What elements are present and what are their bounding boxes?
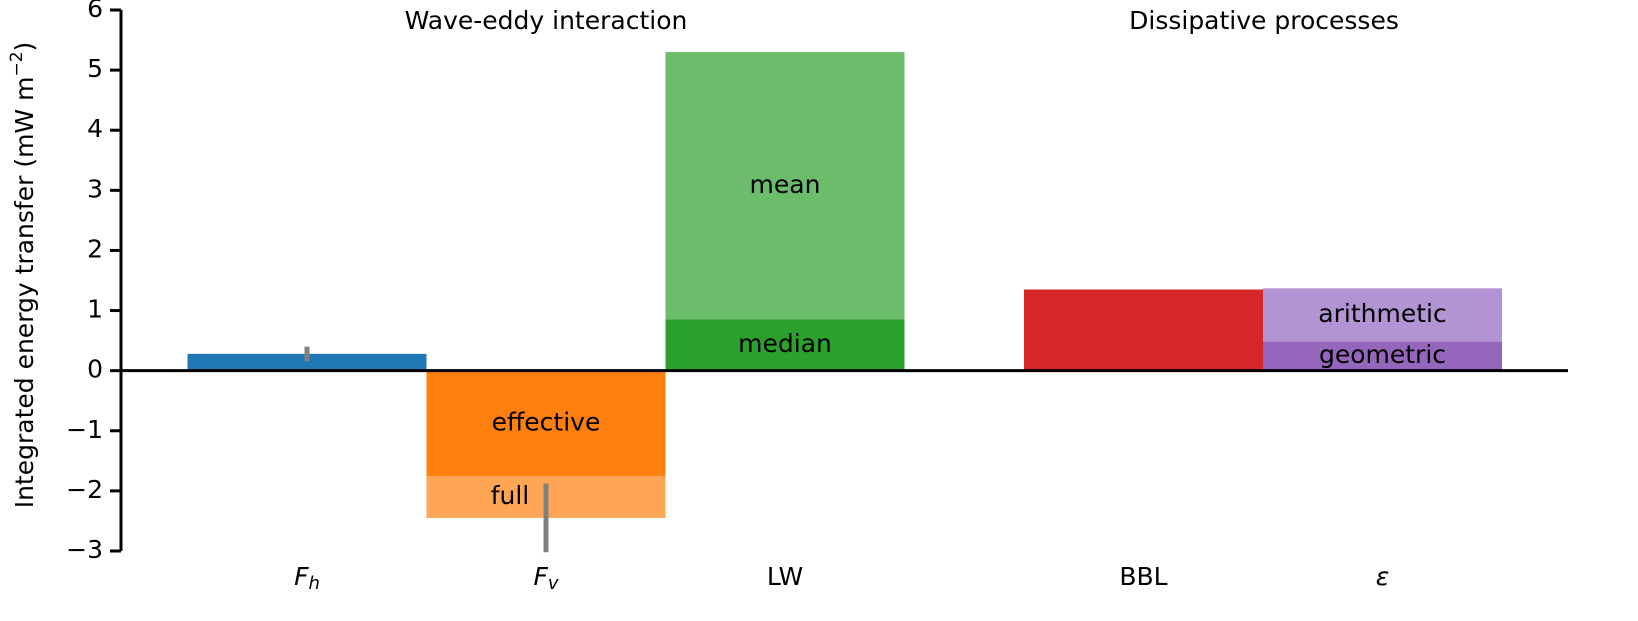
y-axis-label-sup: −2 bbox=[7, 51, 27, 76]
bar bbox=[1263, 341, 1502, 371]
x-tick-label-sub: v bbox=[548, 573, 559, 594]
bar-label: arithmetic bbox=[1318, 299, 1446, 328]
y-tick-label: −2 bbox=[66, 475, 103, 504]
bar-label: mean bbox=[750, 170, 821, 199]
y-tick-label: 0 bbox=[87, 355, 103, 384]
y-tick-label: 2 bbox=[87, 234, 103, 263]
bar bbox=[187, 353, 427, 371]
group-label: Dissipative processes bbox=[1129, 6, 1399, 35]
bar bbox=[1024, 289, 1263, 371]
x-tick-label-sub: h bbox=[308, 573, 319, 594]
bar-label: effective bbox=[492, 407, 601, 436]
x-tick-label-main: F bbox=[294, 562, 309, 591]
y-tick-label: 6 bbox=[87, 0, 103, 23]
x-tick-label-main: LW bbox=[767, 562, 803, 591]
x-tick-label-main: ε bbox=[1376, 562, 1390, 591]
bar bbox=[426, 370, 666, 476]
y-axis-label: Integrated energy transfer (mW m−2) bbox=[7, 42, 39, 509]
x-tick-label: LW bbox=[767, 562, 803, 591]
y-tick-label: 1 bbox=[87, 295, 103, 324]
x-tick-label: Fv bbox=[533, 562, 558, 594]
bar-label: geometric bbox=[1319, 340, 1446, 369]
bar-label: median bbox=[738, 329, 832, 358]
y-axis-label-text: Integrated energy transfer (mW m bbox=[10, 77, 39, 509]
x-tick-label-main: BBL bbox=[1119, 562, 1167, 591]
y-axis-label-end: ) bbox=[10, 42, 39, 52]
y-tick-label: 5 bbox=[87, 54, 103, 83]
y-tick-label: 4 bbox=[87, 114, 103, 143]
bar bbox=[665, 319, 905, 371]
y-tick-label: −3 bbox=[66, 535, 103, 564]
bar bbox=[665, 52, 905, 371]
x-tick-label: ε bbox=[1376, 562, 1390, 591]
x-tick-label: Fh bbox=[294, 562, 320, 594]
x-tick-label-main: F bbox=[533, 562, 548, 591]
group-label: Wave-eddy interaction bbox=[405, 6, 688, 35]
y-tick-label: −1 bbox=[66, 415, 103, 444]
y-tick-label: 3 bbox=[87, 174, 103, 203]
bar-label: full bbox=[491, 481, 530, 510]
x-tick-label: BBL bbox=[1119, 562, 1167, 591]
